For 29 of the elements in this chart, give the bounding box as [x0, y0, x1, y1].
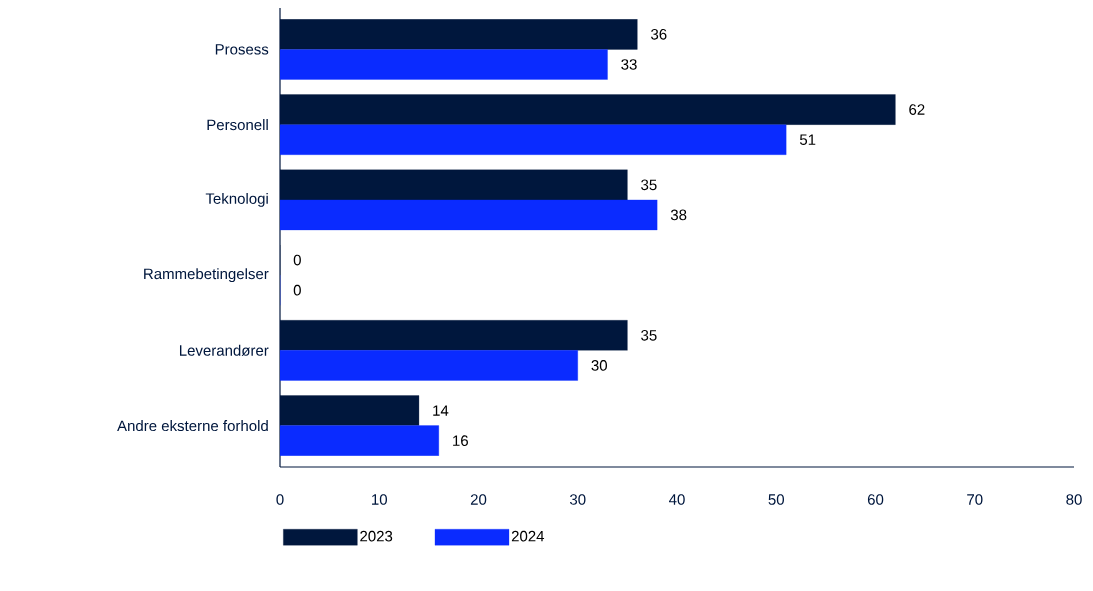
- data-label: 38: [670, 209, 687, 221]
- x-tick-label: 10: [372, 494, 387, 505]
- legend-label: 2024: [511, 530, 545, 542]
- data-label: 62: [909, 104, 925, 115]
- data-label: 36: [651, 29, 667, 40]
- y-tick-label: Rammebetingelser: [144, 268, 269, 283]
- y-tick-label: Personell: [207, 119, 268, 131]
- x-tick-label: 50: [768, 494, 784, 505]
- data-label: 33: [621, 59, 637, 70]
- y-tick-label: Prosess: [215, 44, 269, 55]
- data-label: 14: [433, 405, 449, 416]
- x-tick-label: 70: [967, 494, 983, 505]
- y-tick-label: Teknologi: [205, 192, 268, 207]
- x-tick-label: 0: [276, 494, 284, 505]
- data-label: 30: [591, 360, 607, 371]
- legend-label: 2023: [360, 530, 393, 542]
- y-tick-label: Andre eksterne forhold: [117, 420, 268, 432]
- x-tick-label: 40: [669, 494, 685, 505]
- y-tick-label: Leverandører: [179, 344, 269, 356]
- data-label: 0: [293, 254, 301, 266]
- x-tick-label: 80: [1066, 494, 1082, 505]
- x-tick-label: 30: [569, 494, 586, 505]
- data-label: 35: [641, 330, 657, 341]
- data-label: 0: [293, 284, 301, 296]
- data-label: 35: [641, 179, 657, 191]
- data-label: 51: [799, 134, 816, 145]
- data-label: 16: [453, 435, 468, 446]
- x-tick-label: 60: [867, 494, 884, 505]
- x-tick-label: 20: [470, 494, 487, 505]
